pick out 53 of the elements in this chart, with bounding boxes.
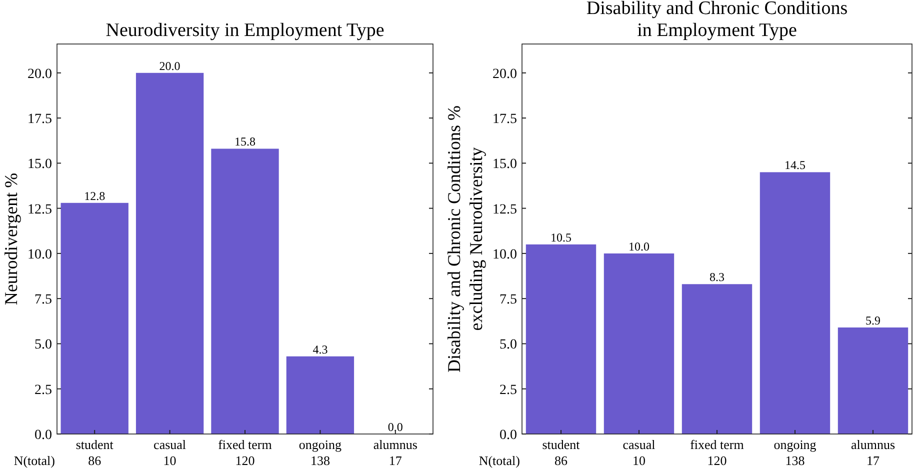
- y-axis-title: Disability and Chronic Conditions % excluding Neurodiversity: [444, 106, 486, 372]
- data-label: 10.0: [628, 239, 650, 254]
- data-label: 15.8: [234, 134, 256, 149]
- bar: [211, 148, 279, 434]
- x-tick-label: student 86: [76, 437, 114, 468]
- bar: [60, 202, 128, 434]
- y-tick-label: 12.5: [492, 202, 517, 218]
- x-tick-label: fixed term 120: [690, 437, 744, 468]
- data-label: 5.9: [866, 313, 880, 328]
- y-tick-label: 10.0: [492, 247, 517, 262]
- x-tick-label: casual 10: [622, 437, 656, 468]
- bar: [286, 356, 354, 434]
- y-tick-label: 20.0: [492, 66, 517, 82]
- data-label: 14.5: [784, 158, 806, 172]
- x-tick-label: ongoing 138: [774, 437, 817, 468]
- y-tick-label: 17.5: [28, 112, 52, 128]
- x-tick-label: ongoing 138: [298, 437, 342, 468]
- data-label: 20.0: [159, 58, 180, 73]
- y-tick-label: 2.5: [500, 382, 517, 398]
- x-tick-label: fixed term 120: [218, 437, 272, 468]
- chart-title: Neurodiversity in Employment Type: [106, 20, 384, 41]
- y-axis-title: Neurodivergent %: [1, 172, 21, 306]
- bar: [682, 284, 752, 434]
- bar: [838, 327, 908, 434]
- y-tick-label: 2.5: [34, 382, 52, 398]
- y-tick-label: 17.5: [492, 112, 517, 128]
- bar: [604, 253, 674, 434]
- y-tick-label: 7.5: [34, 292, 52, 308]
- y-tick-label: 7.5: [500, 292, 517, 308]
- y-tick-label: 5.0: [34, 338, 52, 353]
- x-tick-label: alumnus 17: [850, 437, 896, 468]
- y-tick-label: 0.0: [34, 428, 52, 443]
- y-tick-label: 5.0: [500, 338, 517, 353]
- data-label: 0.0: [388, 420, 403, 434]
- text: N(total): [478, 453, 520, 468]
- data-label: 10.5: [550, 230, 572, 244]
- bar: [136, 72, 204, 434]
- x-tick-label: casual 10: [154, 437, 186, 468]
- bar: [526, 244, 596, 434]
- y-tick-label: 15.0: [492, 157, 517, 172]
- data-label: 12.8: [84, 188, 106, 203]
- y-tick-label: 10.0: [28, 247, 52, 262]
- y-tick-label: 15.0: [28, 157, 52, 172]
- y-tick-label: 20.0: [28, 66, 52, 82]
- x-tick-label: student 86: [542, 437, 580, 468]
- y-tick-label: 0.0: [500, 428, 517, 443]
- x-tick-label: alumnus 17: [373, 437, 418, 468]
- bar: [760, 172, 830, 434]
- chart-title: Disability and Chronic Conditions in Employment Type: [586, 0, 848, 41]
- data-label: 8.3: [710, 270, 724, 284]
- y-tick-label: 12.5: [28, 202, 52, 218]
- text: N(total): [14, 453, 55, 468]
- data-label: 4.3: [312, 342, 328, 356]
